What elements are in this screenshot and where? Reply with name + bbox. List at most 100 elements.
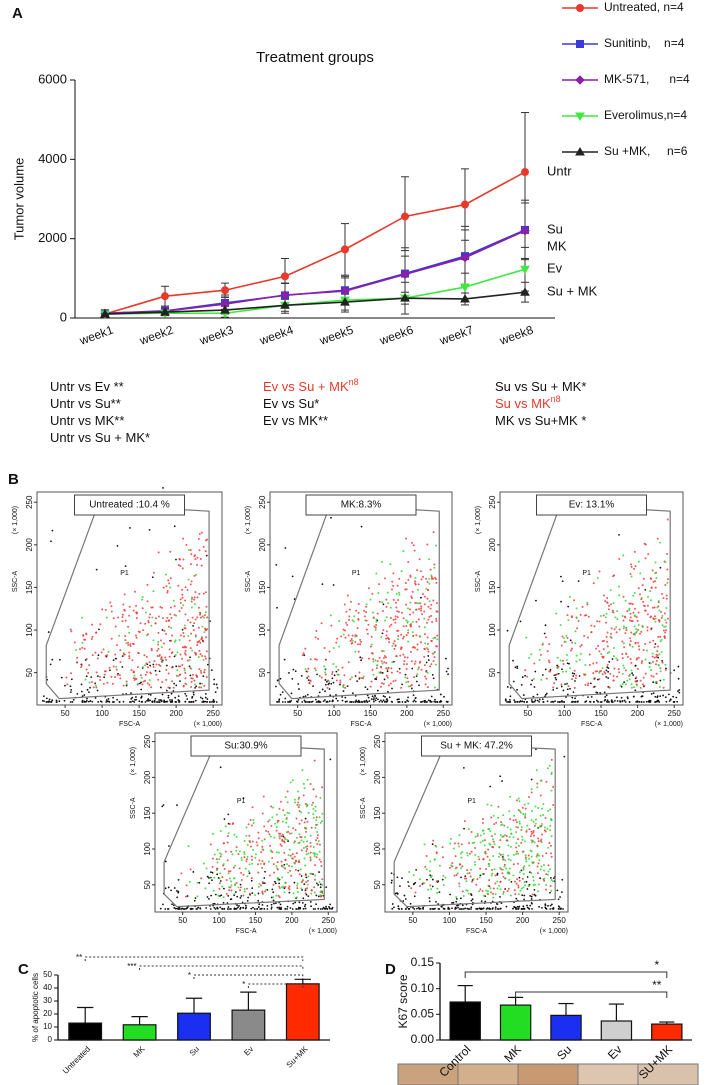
event-dot (652, 569, 654, 571)
event-dot (262, 848, 264, 850)
event-dot (277, 680, 279, 682)
event-dot (412, 591, 414, 593)
event-dot (81, 647, 83, 649)
event-dot (644, 643, 646, 645)
event-dot (421, 669, 423, 671)
event-dot (573, 691, 575, 693)
event-dot (428, 578, 430, 580)
event-dot (274, 823, 276, 825)
event-dot (319, 675, 321, 677)
event-dot (296, 887, 298, 889)
event-dot (130, 698, 132, 700)
event-dot (161, 805, 163, 807)
event-dot (606, 701, 608, 703)
event-dot (634, 614, 636, 616)
event-dot (192, 625, 194, 627)
event-dot (415, 660, 417, 662)
event-dot (639, 572, 641, 574)
x-tick-label: 200 (169, 709, 183, 718)
event-dot (277, 869, 279, 871)
event-dot (593, 582, 595, 584)
event-dot (298, 688, 300, 690)
event-dot (284, 659, 286, 661)
event-dot (284, 908, 286, 910)
event-dot (650, 628, 652, 630)
event-dot (480, 835, 482, 837)
event-dot (113, 659, 115, 661)
event-dot (170, 617, 172, 619)
event-dot (388, 641, 390, 643)
event-dot (518, 907, 520, 909)
event-dot (429, 908, 431, 910)
x-tick-label: 50 (408, 916, 417, 925)
bar (601, 1021, 631, 1040)
comparison-label: Untr vs MK** (50, 413, 124, 428)
event-dot (451, 907, 453, 909)
significance-label: * (242, 980, 245, 989)
event-dot (646, 626, 648, 628)
event-dot (305, 908, 307, 910)
event-dot (604, 700, 606, 702)
event-dot (201, 565, 203, 567)
comparison-text: Untr vs Su** (50, 396, 121, 411)
event-dot (135, 605, 137, 607)
event-dot (76, 661, 78, 663)
event-dot (194, 687, 196, 689)
event-dot (270, 849, 272, 851)
event-dot (517, 838, 519, 840)
event-dot (526, 881, 528, 883)
event-dot (358, 619, 360, 621)
event-dot (590, 682, 592, 684)
event-dot (321, 622, 323, 624)
event-dot (610, 589, 612, 591)
event-dot (250, 819, 252, 821)
event-dot (288, 826, 290, 828)
event-dot (168, 582, 170, 584)
event-dot (189, 675, 191, 677)
event-dot (537, 862, 539, 864)
event-dot (184, 693, 186, 695)
event-dot (171, 680, 173, 682)
event-dot (391, 645, 393, 647)
event-dot (197, 596, 199, 598)
event-dot (471, 851, 473, 853)
event-dot (533, 835, 535, 837)
event-dot (516, 667, 518, 669)
event-dot (528, 796, 530, 798)
event-dot (531, 819, 533, 821)
event-dot (429, 665, 431, 667)
event-dot (521, 836, 523, 838)
event-dot (429, 870, 431, 872)
event-dot (663, 687, 665, 689)
event-dot (311, 827, 313, 829)
event-dot (599, 621, 601, 623)
event-dot (171, 666, 173, 668)
event-dot (539, 699, 541, 701)
event-dot (423, 648, 425, 650)
event-dot (413, 694, 415, 696)
event-dot (521, 894, 523, 896)
event-dot (204, 614, 206, 616)
event-dot (337, 674, 339, 676)
event-dot (667, 578, 669, 580)
event-dot (464, 875, 466, 877)
event-dot (377, 690, 379, 692)
event-dot (70, 701, 72, 703)
event-dot (229, 823, 231, 825)
event-dot (175, 665, 177, 667)
event-dot (509, 836, 511, 838)
event-dot (506, 906, 508, 908)
event-dot (488, 863, 490, 865)
x-tick-label: 100 (443, 916, 457, 925)
event-dot (512, 908, 514, 910)
event-dot (524, 675, 526, 677)
event-dot (240, 886, 242, 888)
event-dot (514, 666, 516, 668)
event-dot (475, 884, 477, 886)
event-dot (312, 808, 314, 810)
event-dot (70, 689, 72, 691)
event-dot (80, 666, 82, 668)
event-dot (235, 891, 237, 893)
y-tick-label: 50 (143, 880, 152, 889)
